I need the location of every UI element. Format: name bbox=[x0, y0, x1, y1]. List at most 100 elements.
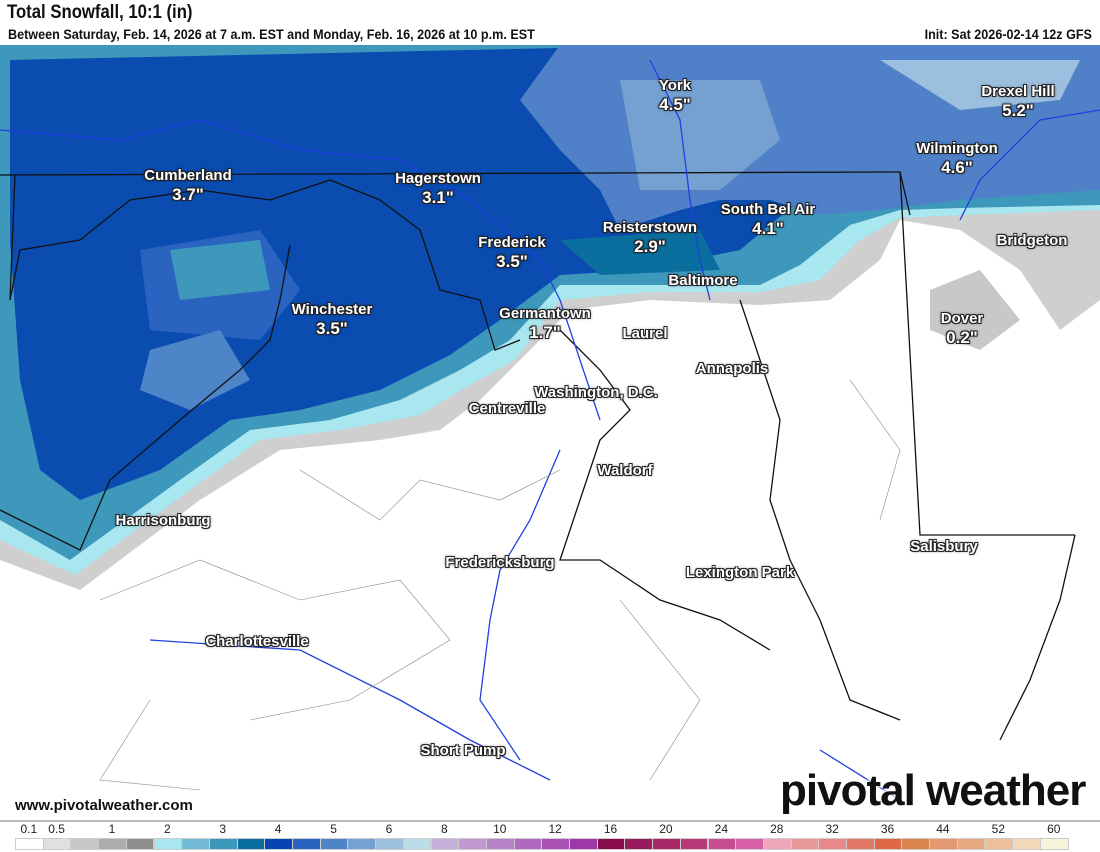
legend-swatch bbox=[707, 838, 737, 850]
legend-tick-label: 52 bbox=[991, 822, 1006, 836]
city-label: Wilmington 4.6" bbox=[916, 139, 998, 177]
snowfall-map bbox=[0, 45, 1100, 801]
legend-swatch bbox=[402, 838, 432, 850]
city-label: Waldorf bbox=[597, 461, 652, 480]
state-borders bbox=[0, 171, 1076, 741]
city-name: Harrisonburg bbox=[115, 512, 211, 529]
snowfall-value: 2.9" bbox=[634, 237, 666, 256]
city-label: Frederick 3.5" bbox=[478, 233, 546, 271]
legend-swatch bbox=[319, 838, 349, 850]
legend-swatch bbox=[818, 838, 847, 850]
legend-swatch bbox=[181, 838, 210, 850]
pivotal-weather-logo: pivotal weather bbox=[780, 766, 1086, 815]
legend-swatch bbox=[624, 838, 654, 850]
legend-swatch bbox=[70, 838, 100, 850]
snowfall-value: 3.1" bbox=[422, 188, 454, 207]
snowfall-value: 4.6" bbox=[941, 158, 973, 177]
city-label: Bridgeton bbox=[997, 231, 1068, 250]
map-title: Total Snowfall, 10:1 (in) bbox=[7, 2, 193, 23]
legend-swatch bbox=[15, 838, 44, 850]
city-label: Germantown 1.7" bbox=[499, 304, 591, 342]
legend-tick-label: 20 bbox=[659, 822, 673, 836]
city-label: Fredericksburg bbox=[445, 553, 554, 572]
city-name: Bridgeton bbox=[996, 232, 1068, 249]
city-label: Short Pump bbox=[421, 741, 506, 760]
legend-tick-label: 6 bbox=[385, 822, 393, 836]
city-label: South Bel Air 4.1" bbox=[721, 200, 815, 238]
city-name: Cumberland bbox=[144, 167, 232, 184]
county-lines bbox=[99, 379, 901, 791]
city-label: Winchester 3.5" bbox=[292, 300, 373, 338]
city-label: Salisbury bbox=[910, 537, 978, 556]
map-header: Total Snowfall, 10:1 (in) Between Saturd… bbox=[0, 0, 1100, 45]
city-name: Washington, D.C. bbox=[534, 384, 658, 401]
legend-swatch bbox=[984, 838, 1014, 850]
legend-tick-label: 36 bbox=[880, 822, 895, 836]
legend-tick-label: 0.5 bbox=[48, 822, 65, 836]
city-name: Reisterstown bbox=[602, 219, 698, 236]
legend-swatch bbox=[347, 838, 377, 850]
city-label: Harrisonburg bbox=[115, 511, 210, 530]
legend-swatch bbox=[236, 838, 266, 850]
snowfall-value: 4.1" bbox=[752, 219, 784, 238]
legend-tick-label: 44 bbox=[936, 822, 950, 836]
snow-teal-patch bbox=[560, 230, 720, 275]
legend-swatch bbox=[541, 838, 570, 850]
city-label: Reisterstown 2.9" bbox=[603, 218, 697, 256]
legend-swatch bbox=[679, 838, 709, 850]
city-name: Charlottesville bbox=[205, 633, 309, 650]
website-credit: www.pivotalweather.com bbox=[15, 797, 193, 814]
city-name: Annapolis bbox=[695, 360, 769, 377]
city-label: Centreville bbox=[469, 399, 546, 418]
city-name: Centreville bbox=[468, 400, 546, 417]
snowfall-value: 3.5" bbox=[316, 319, 348, 338]
city-name: Frederick bbox=[478, 234, 546, 251]
legend-swatch bbox=[929, 838, 958, 850]
legend-swatch bbox=[1039, 838, 1069, 850]
legend-swatch bbox=[42, 838, 72, 850]
city-label: Lexington Park bbox=[686, 563, 794, 582]
legend-tick-label: 28 bbox=[770, 822, 784, 836]
snow-teal-patch bbox=[170, 240, 270, 300]
color-legend: 0.1 0.5 1 2 3 4 5 6 8 10 12 16 20 24 28 32 36 44 52 60 bbox=[0, 820, 1100, 852]
city-name: Hagerstown bbox=[395, 170, 481, 187]
city-name: Short Pump bbox=[420, 742, 506, 759]
legend-tick-label: 10 bbox=[493, 822, 507, 836]
snowfall-value: 4.5" bbox=[659, 95, 691, 114]
legend-swatch bbox=[513, 838, 543, 850]
snow-patch bbox=[140, 330, 250, 410]
snow-light-blue bbox=[620, 80, 780, 190]
legend-swatch bbox=[153, 838, 183, 850]
rivers bbox=[0, 59, 1100, 801]
city-name: Germantown bbox=[499, 305, 591, 322]
legend-swatch bbox=[790, 838, 820, 850]
legend-swatch bbox=[430, 838, 460, 850]
legend-swatch bbox=[846, 838, 875, 850]
legend-swatch bbox=[292, 838, 321, 850]
city-name: Fredericksburg bbox=[445, 554, 555, 571]
legend-swatch bbox=[375, 838, 404, 850]
city-label: Cumberland 3.7" bbox=[144, 166, 232, 204]
legend-tick-label: 1 bbox=[108, 822, 116, 836]
legend-tick-label: 24 bbox=[714, 822, 729, 836]
legend-tick-label: 0.1 bbox=[20, 822, 38, 836]
city-label: Drexel Hill 5.2" bbox=[981, 82, 1054, 120]
legend-tick-label: 4 bbox=[274, 822, 282, 836]
legend-swatch bbox=[208, 838, 238, 850]
snowfall-value: 1.7" bbox=[529, 323, 561, 342]
snow-dover-gray bbox=[930, 270, 1020, 350]
valid-period: Between Saturday, Feb. 14, 2026 at 7 a.m… bbox=[8, 26, 535, 42]
legend-swatch bbox=[98, 838, 127, 850]
legend-tick-label: 5 bbox=[330, 822, 337, 836]
city-label: Annapolis bbox=[696, 359, 769, 378]
snow-lightest bbox=[880, 60, 1080, 110]
city-label: Charlottesville bbox=[205, 632, 308, 651]
legend-tick-label: 8 bbox=[441, 822, 448, 836]
legend-tick-label: 2 bbox=[164, 822, 171, 836]
city-label: Hagerstown 3.1" bbox=[395, 169, 481, 207]
snowfall-value: 5.2" bbox=[1002, 101, 1034, 120]
snowfall-value: 3.7" bbox=[172, 185, 204, 204]
city-label: York 4.5" bbox=[659, 76, 691, 114]
city-name: Laurel bbox=[622, 325, 668, 342]
city-label: Laurel bbox=[622, 324, 667, 343]
